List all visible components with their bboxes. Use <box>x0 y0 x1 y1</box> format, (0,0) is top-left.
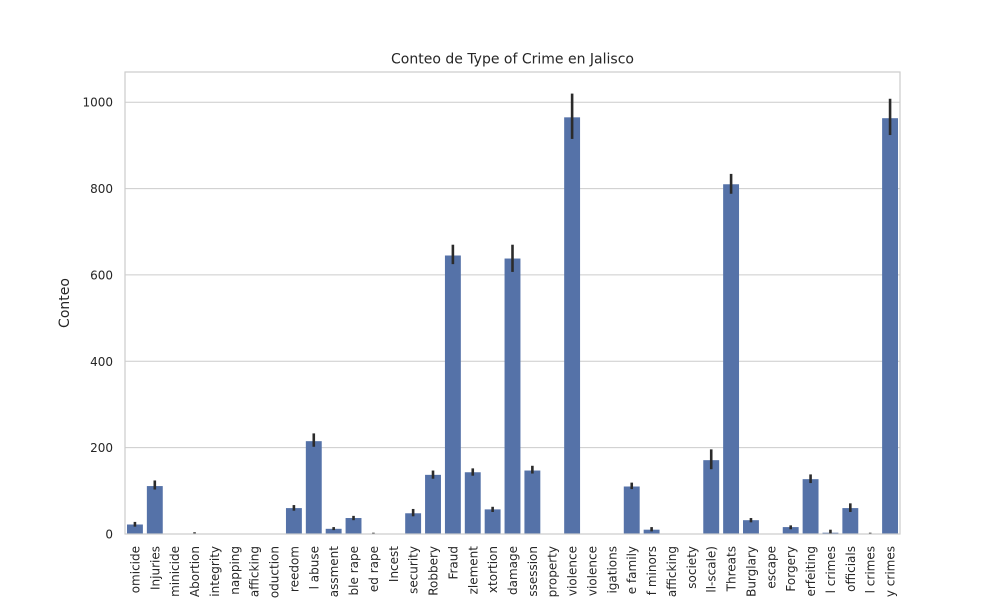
bar <box>464 472 481 534</box>
x-tick-label: xtortion <box>486 546 500 593</box>
bar <box>703 460 720 534</box>
x-tick-label: assment <box>327 546 341 598</box>
plot-frame <box>124 71 901 535</box>
y-tick-label: 200 <box>90 441 113 455</box>
x-tick-labels: omicide Injuries minicide Abortion integrity… <box>128 546 897 598</box>
x-tick-label: ed rape <box>367 546 381 592</box>
x-tick-label: zlement <box>466 546 480 595</box>
bar <box>743 520 759 534</box>
x-tick-label: erfeiting <box>804 546 818 597</box>
bar <box>643 529 660 534</box>
bar <box>325 528 342 534</box>
y-axis-label: Conteo <box>57 278 73 328</box>
error-bars <box>133 93 892 534</box>
bar <box>564 117 581 534</box>
bar <box>146 486 163 534</box>
x-tick-label: escape <box>764 546 778 589</box>
x-tick-label: officials <box>844 546 858 592</box>
bar <box>723 184 740 534</box>
x-tick-label: oduction <box>268 546 282 598</box>
bar <box>504 258 521 534</box>
x-tick-label: napping <box>228 546 242 595</box>
y-tick-labels: 0 200 400 600 800 1000 <box>82 96 113 542</box>
x-tick-label: reedom <box>287 546 301 592</box>
bar <box>882 118 899 534</box>
bars <box>126 117 899 534</box>
bar <box>444 255 461 534</box>
bar <box>524 470 541 534</box>
x-tick-label: l crimes <box>864 546 878 593</box>
x-tick-label: Fraud <box>446 546 460 580</box>
y-tick-label: 600 <box>90 268 113 282</box>
chart-title: Conteo de Type of Crime en Jalisco <box>391 52 634 68</box>
y-tick-label: 1000 <box>82 96 113 110</box>
x-tick-label: Burglary <box>744 546 758 597</box>
x-tick-label: y crimes <box>884 546 898 597</box>
x-tick-label: society <box>685 546 699 589</box>
x-tick-label: l crimes <box>824 546 838 593</box>
x-tick-label: e family <box>625 546 639 594</box>
bar <box>285 508 302 534</box>
x-tick-label: minicide <box>168 546 182 597</box>
x-tick-label: damage <box>506 546 520 595</box>
bar <box>305 441 322 534</box>
y-tick-label: 0 <box>105 528 113 542</box>
bar <box>842 508 859 534</box>
x-tick-label: Injuries <box>148 546 162 590</box>
bar <box>425 474 441 534</box>
x-tick-label: Forgery <box>784 546 798 592</box>
x-tick-label: afficking <box>248 546 262 597</box>
x-tick-label: violence <box>566 546 580 596</box>
bar <box>623 486 640 534</box>
x-tick-label: f minors <box>645 546 659 595</box>
y-tick-label: 400 <box>90 355 113 369</box>
bar <box>782 527 799 534</box>
x-tick-label: security <box>407 546 421 594</box>
x-tick-label: ll-scale) <box>705 546 719 593</box>
bar <box>126 524 143 534</box>
bar <box>345 518 362 534</box>
bar <box>405 513 422 534</box>
x-tick-label: igations <box>605 546 619 594</box>
x-tick-label: Robbery <box>427 546 441 596</box>
bar <box>484 509 501 534</box>
x-tick-label: ble rape <box>347 546 361 595</box>
x-tick-label: violence <box>585 546 599 596</box>
y-tick-label: 800 <box>90 182 113 196</box>
bar <box>802 479 819 534</box>
x-tick-label: l abuse <box>307 546 321 589</box>
x-tick-label: ssession <box>526 546 540 597</box>
x-tick-label: afficking <box>665 546 679 597</box>
x-tick-label: property <box>546 546 560 597</box>
x-tick-label: Abortion <box>188 546 202 597</box>
x-tick-label: Incest <box>387 546 401 582</box>
x-tick-label: integrity <box>208 546 222 597</box>
x-tick-label: omicide <box>128 546 142 593</box>
x-tick-label: Threats <box>725 546 739 592</box>
